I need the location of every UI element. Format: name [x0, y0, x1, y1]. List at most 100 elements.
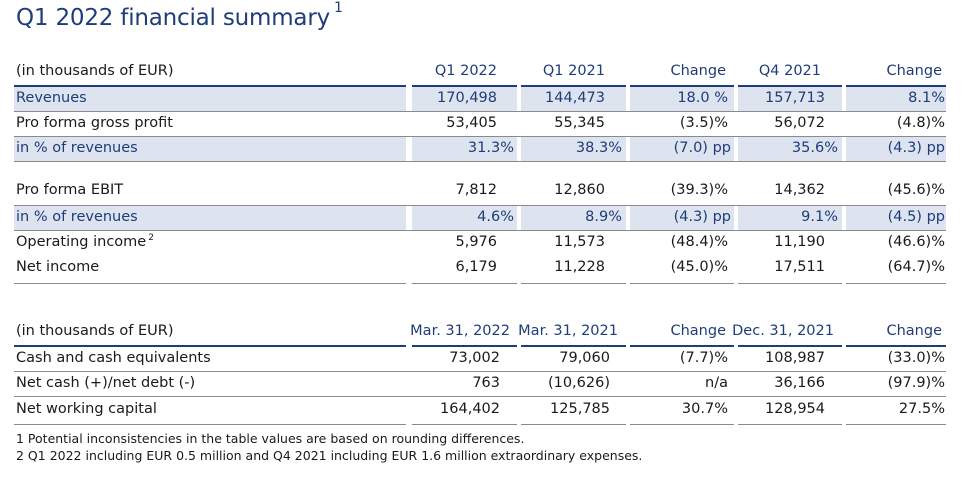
value-q1-2021: 144,473	[545, 90, 605, 106]
table1-header-rule	[738, 85, 842, 87]
value-q4-2021: 56,072	[774, 115, 825, 131]
table2-bottom-rule	[630, 424, 734, 425]
table1-bottom-rule	[738, 283, 842, 284]
value-mar-2021: 125,785	[550, 401, 610, 417]
value-change-yoy: (3.5)%	[679, 115, 728, 131]
value-q4-2021: 35.6%	[791, 140, 838, 156]
footnote-2: 2 Q1 2022 including EUR 0.5 million and …	[16, 448, 643, 463]
table1-bottom-rule	[14, 283, 406, 284]
value-change-qoq: (46.6)%	[887, 234, 945, 250]
value-q4-2021: 11,190	[774, 234, 825, 250]
value-mar-2022: 73,002	[449, 350, 500, 366]
table-row: Revenues 170,498 144,473 18.0 % 157,713 …	[0, 86, 970, 111]
row-label-text: Operating income	[16, 234, 147, 250]
value-change-qoq: (64.7)%	[887, 259, 945, 275]
table1-header-row: (in thousands of EUR) Q1 2022 Q1 2021 Ch…	[0, 59, 970, 84]
table1-header-rule	[521, 85, 626, 87]
title-footnote-ref: 1	[334, 0, 343, 16]
row-divider	[14, 205, 946, 206]
row-label: Cash and cash equivalents	[16, 350, 211, 366]
value-change-yoy: (48.4)%	[670, 234, 728, 250]
value-change-yoy: (7.7)%	[679, 350, 728, 366]
row-divider	[14, 371, 946, 372]
value-q4-2021: 9.1%	[801, 209, 838, 225]
value-dec-2021: 108,987	[765, 350, 825, 366]
row-divider	[14, 111, 946, 112]
value-q4-2021: 17,511	[774, 259, 825, 275]
table-row: Net cash (+)/net debt (-) 763 (10,626) n…	[0, 371, 970, 396]
row-label: Revenues	[16, 90, 87, 106]
table2-header-change-yoy: Change	[670, 323, 726, 339]
table2-header-rule	[738, 345, 842, 347]
table2-header-rule	[630, 345, 734, 347]
table2-header-dec-2021: Dec. 31, 2021	[732, 323, 834, 339]
value-change-yoy: n/a	[705, 375, 728, 391]
value-change-yoy: (39.3)%	[670, 182, 728, 198]
value-change: 27.5%	[898, 401, 945, 417]
table1-header-rule	[14, 85, 406, 87]
table1-bottom-rule	[412, 283, 517, 284]
value-change: (97.9)%	[887, 375, 945, 391]
table-row: Net working capital 164,402 125,785 30.7…	[0, 397, 970, 422]
value-q1-2022: 53,405	[446, 115, 497, 131]
row-divider	[14, 230, 946, 231]
value-q1-2022: 170,498	[437, 90, 497, 106]
title-text: Q1 2022 financial summary	[16, 5, 330, 31]
table2-header-rule	[846, 345, 946, 347]
value-change-qoq: (45.6)%	[887, 182, 945, 198]
value-change: (33.0)%	[887, 350, 945, 366]
table2-bottom-rule	[846, 424, 946, 425]
table-row: in % of revenues 31.3% 38.3% (7.0) pp 35…	[0, 136, 970, 161]
value-change-yoy: (4.3) pp	[673, 209, 731, 225]
table2-header-mar-2021: Mar. 31, 2021	[518, 323, 618, 339]
table2-header-row: (in thousands of EUR) Mar. 31, 2022 Mar.…	[0, 319, 970, 344]
table1-header-rule	[412, 85, 517, 87]
row-label: in % of revenues	[16, 140, 138, 156]
table1-header-q1-2021: Q1 2021	[542, 63, 605, 79]
table1-header-q1-2022: Q1 2022	[434, 63, 497, 79]
table2-bottom-rule	[521, 424, 626, 425]
value-dec-2021: 36,166	[774, 375, 825, 391]
value-change-yoy: 18.0 %	[677, 90, 728, 106]
table1-bottom-rule	[630, 283, 734, 284]
row-label: Net working capital	[16, 401, 157, 417]
row-divider	[14, 136, 946, 137]
table2-header-change: Change	[886, 323, 942, 339]
value-q1-2021: 12,860	[554, 182, 605, 198]
table1-header-unit: (in thousands of EUR)	[16, 63, 174, 79]
table-row: Cash and cash equivalents 73,002 79,060 …	[0, 346, 970, 371]
value-change-yoy: 30.7%	[681, 401, 728, 417]
value-q1-2022: 4.6%	[477, 209, 514, 225]
row-label: in % of revenues	[16, 209, 138, 225]
value-q1-2022: 31.3%	[467, 140, 514, 156]
table1-bottom-rule	[521, 283, 626, 284]
page-title: Q1 2022 financial summary 1	[16, 1, 343, 31]
table2-header-rule	[521, 345, 626, 347]
row-label: Net cash (+)/net debt (-)	[16, 375, 196, 391]
value-mar-2021: 79,060	[559, 350, 610, 366]
row-divider	[14, 161, 946, 162]
row-label: Net income	[16, 259, 100, 275]
value-q1-2022: 6,179	[455, 259, 497, 275]
table2-bottom-rule	[14, 424, 406, 425]
value-dec-2021: 128,954	[765, 401, 825, 417]
table1-header-q4-2021: Q4 2021	[758, 63, 821, 79]
value-q1-2021: 8.9%	[585, 209, 622, 225]
value-mar-2022: 763	[472, 375, 500, 391]
row-label: Operating income 2	[16, 230, 154, 255]
value-change-yoy: (7.0) pp	[673, 140, 731, 156]
table-row: Net income 6,179 11,228 (45.0)% 17,511 (…	[0, 255, 970, 280]
footnote-ref: 2	[148, 233, 154, 243]
table2-bottom-rule	[738, 424, 842, 425]
value-q1-2021: 11,228	[554, 259, 605, 275]
value-q1-2022: 5,976	[455, 234, 497, 250]
row-label: Pro forma gross profit	[16, 115, 173, 131]
row-label: Pro forma EBIT	[16, 182, 124, 198]
table-row: Pro forma EBIT 7,812 12,860 (39.3)% 14,3…	[0, 178, 970, 203]
row-divider	[14, 396, 946, 397]
value-change-yoy: (45.0)%	[670, 259, 728, 275]
value-change-qoq: (4.3) pp	[887, 140, 945, 156]
value-q1-2021: 55,345	[554, 115, 605, 131]
value-change-qoq: 8.1%	[908, 90, 945, 106]
table2-header-mar-2022: Mar. 31, 2022	[410, 323, 510, 339]
